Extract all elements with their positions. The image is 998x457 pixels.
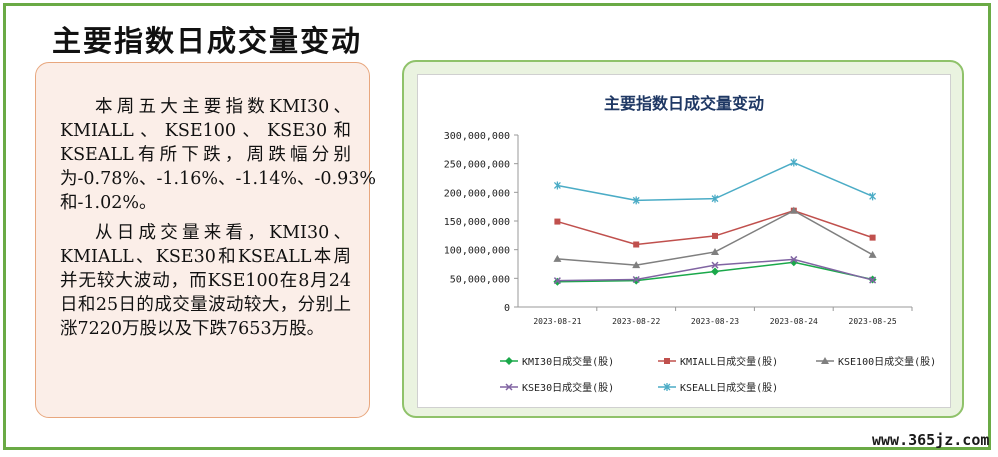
y-tick-label: 0 — [504, 303, 510, 314]
y-tick-label: 250,000,000 — [444, 160, 510, 171]
data-point — [711, 267, 719, 276]
data-point — [711, 247, 719, 255]
data-point — [505, 357, 513, 365]
data-point — [711, 261, 719, 269]
y-tick-label: 150,000,000 — [444, 217, 510, 228]
summary-text-box: 本周五大主要指数KMI30、KMIALL 、 KSE100 、 KSE30 和K… — [35, 62, 377, 418]
data-point — [712, 232, 718, 239]
summary-paragraph-1: 本周五大主要指数KMI30、KMIALL 、 KSE100 、 KSE30 和K… — [60, 97, 377, 213]
x-tick-label: 2023-08-22 — [612, 317, 660, 326]
x-tick-label: 2023-08-21 — [533, 317, 581, 326]
data-point — [790, 255, 798, 263]
data-point — [505, 383, 513, 391]
data-point — [633, 241, 640, 248]
x-tick-label: 2023-08-25 — [849, 317, 897, 326]
data-point — [869, 234, 876, 241]
data-point — [789, 206, 798, 214]
data-point — [869, 192, 877, 201]
series-2 — [554, 207, 876, 248]
legend-label: KMIALL日成交量(股) — [680, 355, 778, 368]
data-point — [664, 358, 670, 364]
legend-label: KSE30日成交量(股) — [522, 381, 614, 394]
legend-item: KMI30日成交量(股) — [500, 355, 614, 368]
chart-title: 主要指数日成交量变动 — [604, 94, 764, 113]
data-point — [554, 218, 561, 225]
chart-svg: 主要指数日成交量变动 0 50,000,000 100,000,000 150,000… — [444, 94, 936, 394]
data-point — [553, 254, 562, 262]
series-4 — [553, 255, 877, 285]
page-frame — [3, 3, 991, 450]
y-tick-label: 100,000,000 — [444, 246, 510, 257]
data-point — [711, 194, 719, 203]
data-point — [553, 277, 561, 285]
y-tick-label: 50,000,000 — [450, 274, 510, 285]
y-tick-label: 300,000,000 — [444, 131, 510, 142]
series-3 — [553, 206, 877, 269]
chart-area: 主要指数日成交量变动 0 50,000,000 100,000,000 150,000… — [417, 74, 951, 408]
series-5 — [553, 158, 877, 205]
legend-label: KSEALL日成交量(股) — [680, 381, 778, 394]
data-point — [821, 357, 829, 364]
summary-paragraph-2: 从日成交量来看，KMI30、KMIALL、KSE30和KSEALL本周并无较大波… — [60, 223, 351, 339]
data-point — [632, 275, 640, 284]
legend-item: KSE100日成交量(股) — [816, 355, 936, 368]
y-tick-label: 200,000,000 — [444, 188, 510, 199]
data-point — [553, 181, 561, 190]
watermark-text: www.365jz.com — [872, 431, 990, 449]
data-point — [632, 276, 641, 285]
legend-label: KSE100日成交量(股) — [838, 355, 936, 368]
data-point — [869, 276, 877, 284]
page-title: 主要指数日成交量变动 — [52, 24, 363, 58]
legend-item: KMIALL日成交量(股) — [658, 355, 778, 368]
x-tick-label: 2023-08-24 — [770, 317, 818, 326]
data-point — [868, 250, 877, 258]
data-point — [632, 261, 641, 269]
data-point — [553, 277, 562, 286]
chart-panel: 主要指数日成交量变动 0 50,000,000 100,000,000 150,000… — [402, 60, 964, 418]
data-point — [632, 196, 640, 205]
legend-item: KSE30日成交量(股) — [500, 381, 614, 394]
x-tick-label: 2023-08-23 — [691, 317, 739, 326]
legend-label: KMI30日成交量(股) — [522, 355, 614, 368]
data-point — [663, 383, 671, 391]
data-point — [790, 158, 798, 167]
legend-item: KSEALL日成交量(股) — [658, 381, 778, 394]
